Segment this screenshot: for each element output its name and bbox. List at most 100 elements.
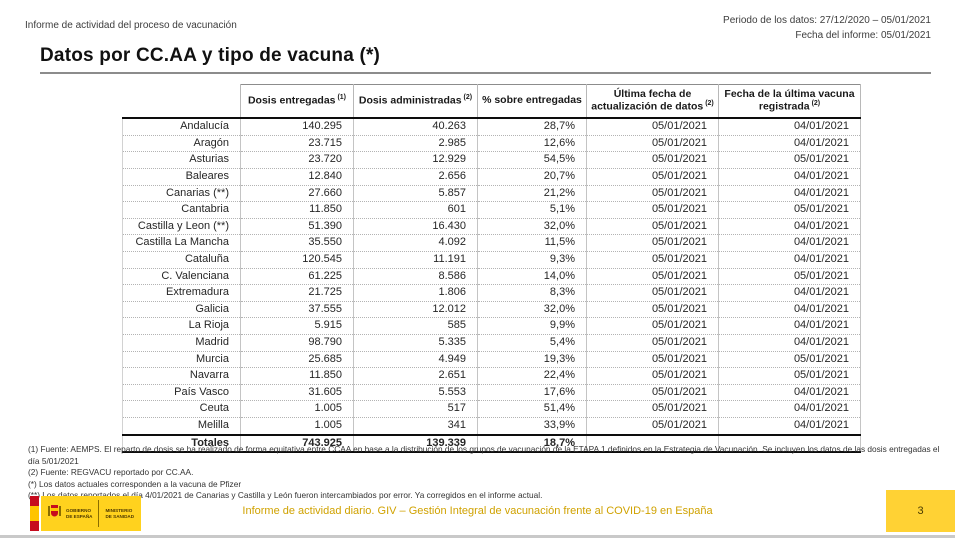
cell-pct: 33,9% bbox=[477, 417, 587, 436]
cell-actualizacion: 05/01/2021 bbox=[586, 185, 719, 203]
totals-row: Totales 743.925 139.339 18,7% bbox=[122, 433, 861, 454]
cell-entregadas: 35.550 bbox=[240, 234, 354, 252]
cell-region: Madrid bbox=[122, 334, 241, 352]
cell-actualizacion: 05/01/2021 bbox=[586, 301, 719, 319]
cell-pct: 17,6% bbox=[477, 384, 587, 402]
table-row: País Vasco 31.605 5.553 17,6% 05/01/2021 04/0… bbox=[122, 384, 861, 402]
cell-region: Aragón bbox=[122, 135, 241, 153]
logo-divider bbox=[98, 500, 100, 527]
cell-ultima_vacuna: 04/01/2021 bbox=[718, 284, 861, 302]
cell-region: Extremadura bbox=[122, 284, 241, 302]
cell-actualizacion: 05/01/2021 bbox=[586, 201, 719, 219]
cell-pct: 21,2% bbox=[477, 185, 587, 203]
cell-pct: 14,0% bbox=[477, 268, 587, 286]
cell-pct: 12,6% bbox=[477, 135, 587, 153]
cell-region: Canarias (**) bbox=[122, 185, 241, 203]
cell-actualizacion: 05/01/2021 bbox=[586, 384, 719, 402]
col-header-dosis-administradas: Dosis administradas (2) bbox=[353, 84, 478, 120]
table-row: Navarra 11.850 2.651 22,4% 05/01/2021 05/01/2… bbox=[122, 367, 861, 385]
cell-pct: 5,4% bbox=[477, 334, 587, 352]
cell-ultima_vacuna: 05/01/2021 bbox=[718, 351, 861, 369]
cell-ultima_vacuna: 04/01/2021 bbox=[718, 317, 861, 335]
cell-actualizacion: 05/01/2021 bbox=[586, 151, 719, 170]
cell-actualizacion: 05/01/2021 bbox=[586, 135, 719, 153]
footnote-4: (**) Los datos reportados el día 4/01/20… bbox=[28, 490, 543, 501]
cell-pct: 28,7% bbox=[477, 118, 587, 136]
cell-ultima_vacuna: 04/01/2021 bbox=[718, 218, 861, 236]
table-row: Cantabria 11.850 601 5,1% 05/01/2021 05/01/20… bbox=[122, 201, 861, 219]
table-row: Melilla 1.005 341 33,9% 05/01/2021 04/01/2021 bbox=[122, 417, 861, 436]
page-number-badge: 3 bbox=[886, 490, 955, 532]
cell-ultima_vacuna bbox=[718, 433, 861, 454]
cell-pct: 9,3% bbox=[477, 251, 587, 269]
logo-plate: GOBIERNO DE ESPAÑA MINISTERIO DE SANIDAD bbox=[41, 496, 142, 531]
cell-ultima_vacuna: 05/01/2021 bbox=[718, 268, 861, 286]
footnote-1: (1) Fuente: AEMPS. El reparto de dosis s… bbox=[28, 444, 940, 466]
cell-entregadas: 23.715 bbox=[240, 135, 354, 153]
cell-administradas: 12.012 bbox=[353, 301, 478, 319]
table-row: Aragón 23.715 2.985 12,6% 05/01/2021 04/01/20… bbox=[122, 135, 861, 153]
cell-administradas: 517 bbox=[353, 400, 478, 418]
cell-actualizacion: 05/01/2021 bbox=[586, 334, 719, 352]
cell-entregadas: 31.605 bbox=[240, 384, 354, 402]
cell-actualizacion: 05/01/2021 bbox=[586, 251, 719, 269]
cell-administradas: 2.651 bbox=[353, 367, 478, 385]
cell-pct: 51,4% bbox=[477, 400, 587, 418]
vaccination-table: Dosis entregadas (1) Dosis administradas … bbox=[122, 84, 861, 454]
cell-entregadas: 1.005 bbox=[240, 417, 354, 436]
table-row: La Rioja 5.915 585 9,9% 05/01/2021 04/01/2021 bbox=[122, 317, 861, 335]
data-period: Periodo de los datos: 27/12/2020 – 05/01… bbox=[723, 15, 931, 26]
cell-actualizacion: 05/01/2021 bbox=[586, 351, 719, 369]
cell-region: Ceuta bbox=[122, 400, 241, 418]
page-title: Datos por CC.AA y tipo de vacuna (*) bbox=[40, 45, 381, 66]
table-row: Extremadura 21.725 1.806 8,3% 05/01/2021 04/0… bbox=[122, 284, 861, 302]
cell-administradas: 341 bbox=[353, 417, 478, 436]
footnote-2: (2) Fuente: REGVACU reportado por CC.AA. bbox=[28, 467, 194, 478]
vaccination-table-wrap: Dosis entregadas (1) Dosis administradas … bbox=[122, 84, 861, 454]
table-row: Ceuta 1.005 517 51,4% 05/01/2021 04/01/2021 bbox=[122, 400, 861, 418]
cell-entregadas: 61.225 bbox=[240, 268, 354, 286]
cell-entregadas: 23.720 bbox=[240, 151, 354, 170]
footnote-3: (*) Los datos actuales corresponden a la… bbox=[28, 478, 242, 489]
table-row: Andalucía 140.295 40.263 28,7% 05/01/2021 04/… bbox=[122, 118, 861, 136]
cell-administradas: 11.191 bbox=[353, 251, 478, 269]
cell-entregadas: 98.790 bbox=[240, 334, 354, 352]
cell-entregadas: 140.295 bbox=[240, 118, 354, 136]
cell-actualizacion: 05/01/2021 bbox=[586, 400, 719, 418]
cell-region: Andalucía bbox=[122, 118, 241, 136]
cell-administradas: 4.092 bbox=[353, 234, 478, 252]
cell-entregadas: 11.850 bbox=[240, 201, 354, 219]
logo-ministry-text: MINISTERIO DE SANIDAD bbox=[105, 507, 135, 519]
cell-pct: 19,3% bbox=[477, 351, 587, 369]
table-row: Madrid 98.790 5.335 5,4% 05/01/2021 04/01/202… bbox=[122, 334, 861, 352]
cell-region: Asturias bbox=[122, 151, 241, 170]
table-row: Murcia 25.685 4.949 19,3% 05/01/2021 05/01/20… bbox=[122, 351, 861, 369]
cell-ultima_vacuna: 04/01/2021 bbox=[718, 168, 861, 186]
table-body: Andalucía 140.295 40.263 28,7% 05/01/2021 04/… bbox=[122, 118, 861, 454]
cell-region: C. Valenciana bbox=[122, 268, 241, 286]
cell-administradas: 5.335 bbox=[353, 334, 478, 352]
table-row: Galicia 37.555 12.012 32,0% 05/01/2021 04/01/… bbox=[122, 301, 861, 319]
cell-pct: 32,0% bbox=[477, 301, 587, 319]
col-header-ultima-actualizacion: Última fecha de actualización de datos (… bbox=[586, 84, 719, 120]
cell-ultima_vacuna: 04/01/2021 bbox=[718, 251, 861, 269]
cell-pct: 9,9% bbox=[477, 317, 587, 335]
footnotes: (1) Fuente: AEMPS. El reparto de dosis s… bbox=[28, 444, 940, 502]
cell-administradas: 585 bbox=[353, 317, 478, 335]
cell-region: Murcia bbox=[122, 351, 241, 369]
title-block: Datos por CC.AA y tipo de vacuna (*) bbox=[40, 45, 931, 74]
cell-pct: 54,5% bbox=[477, 151, 587, 170]
cell-ultima_vacuna: 04/01/2021 bbox=[718, 301, 861, 319]
cell-administradas: 16.430 bbox=[353, 218, 478, 236]
cell-actualizacion: 05/01/2021 bbox=[586, 118, 719, 136]
cell-region: Cataluña bbox=[122, 251, 241, 269]
cell-entregadas: 120.545 bbox=[240, 251, 354, 269]
cell-ultima_vacuna: 04/01/2021 bbox=[718, 118, 861, 136]
cell-region: Galicia bbox=[122, 301, 241, 319]
table-row: Castilla La Mancha 35.550 4.092 11,5% 05/01/… bbox=[122, 234, 861, 252]
table-row: Canarias (**) 27.660 5.857 21,2% 05/01/2021 0… bbox=[122, 185, 861, 203]
cell-region: Baleares bbox=[122, 168, 241, 186]
cell-ultima_vacuna: 04/01/2021 bbox=[718, 400, 861, 418]
cell-region: Melilla bbox=[122, 417, 241, 436]
cell-region: Castilla y Leon (**) bbox=[122, 218, 241, 236]
